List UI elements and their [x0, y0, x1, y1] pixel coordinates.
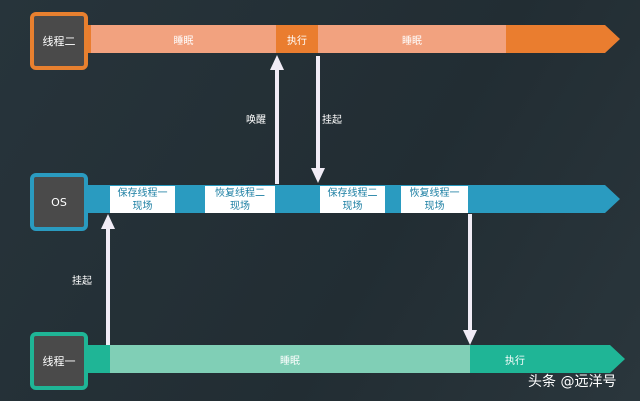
thread1-sleep: 睡眠 — [110, 345, 470, 373]
resume-arrow — [468, 214, 472, 332]
os-step-save-thread1: 保存线程一 现场 — [110, 186, 175, 213]
thread2-box: 线程二 — [30, 12, 88, 70]
watermark: 头条 @远洋号 — [528, 374, 617, 390]
resume-arrowhead — [463, 330, 477, 345]
thread1-run: 执行 — [470, 345, 560, 373]
os-step-restore-thread1: 恢复线程一 现场 — [401, 186, 468, 213]
suspend-arrowhead-top — [311, 168, 325, 183]
thread1-label: 线程一 — [42, 355, 76, 368]
suspend-arrow-bottom — [106, 226, 110, 345]
suspend-label-bottom: 挂起 — [72, 276, 92, 287]
os-step-restore-thread2: 恢复线程二 现场 — [205, 186, 275, 213]
thread2-sleep-1: 睡眠 — [91, 25, 276, 53]
thread2-run: 执行 — [276, 25, 318, 53]
os-box: OS — [30, 173, 88, 231]
wake-arrow — [275, 66, 279, 184]
os-step-save-thread2: 保存线程二 现场 — [320, 186, 385, 213]
thread2-sleep-2: 睡眠 — [318, 25, 506, 53]
thread2-label: 线程二 — [42, 35, 76, 48]
suspend-arrow-top — [316, 56, 320, 172]
suspend-label-top: 挂起 — [322, 115, 342, 126]
os-label: OS — [51, 195, 67, 209]
wake-arrowhead — [270, 55, 284, 70]
suspend-arrowhead-bottom — [101, 214, 115, 229]
wake-label: 唤醒 — [246, 115, 266, 126]
thread1-box: 线程一 — [30, 332, 88, 390]
